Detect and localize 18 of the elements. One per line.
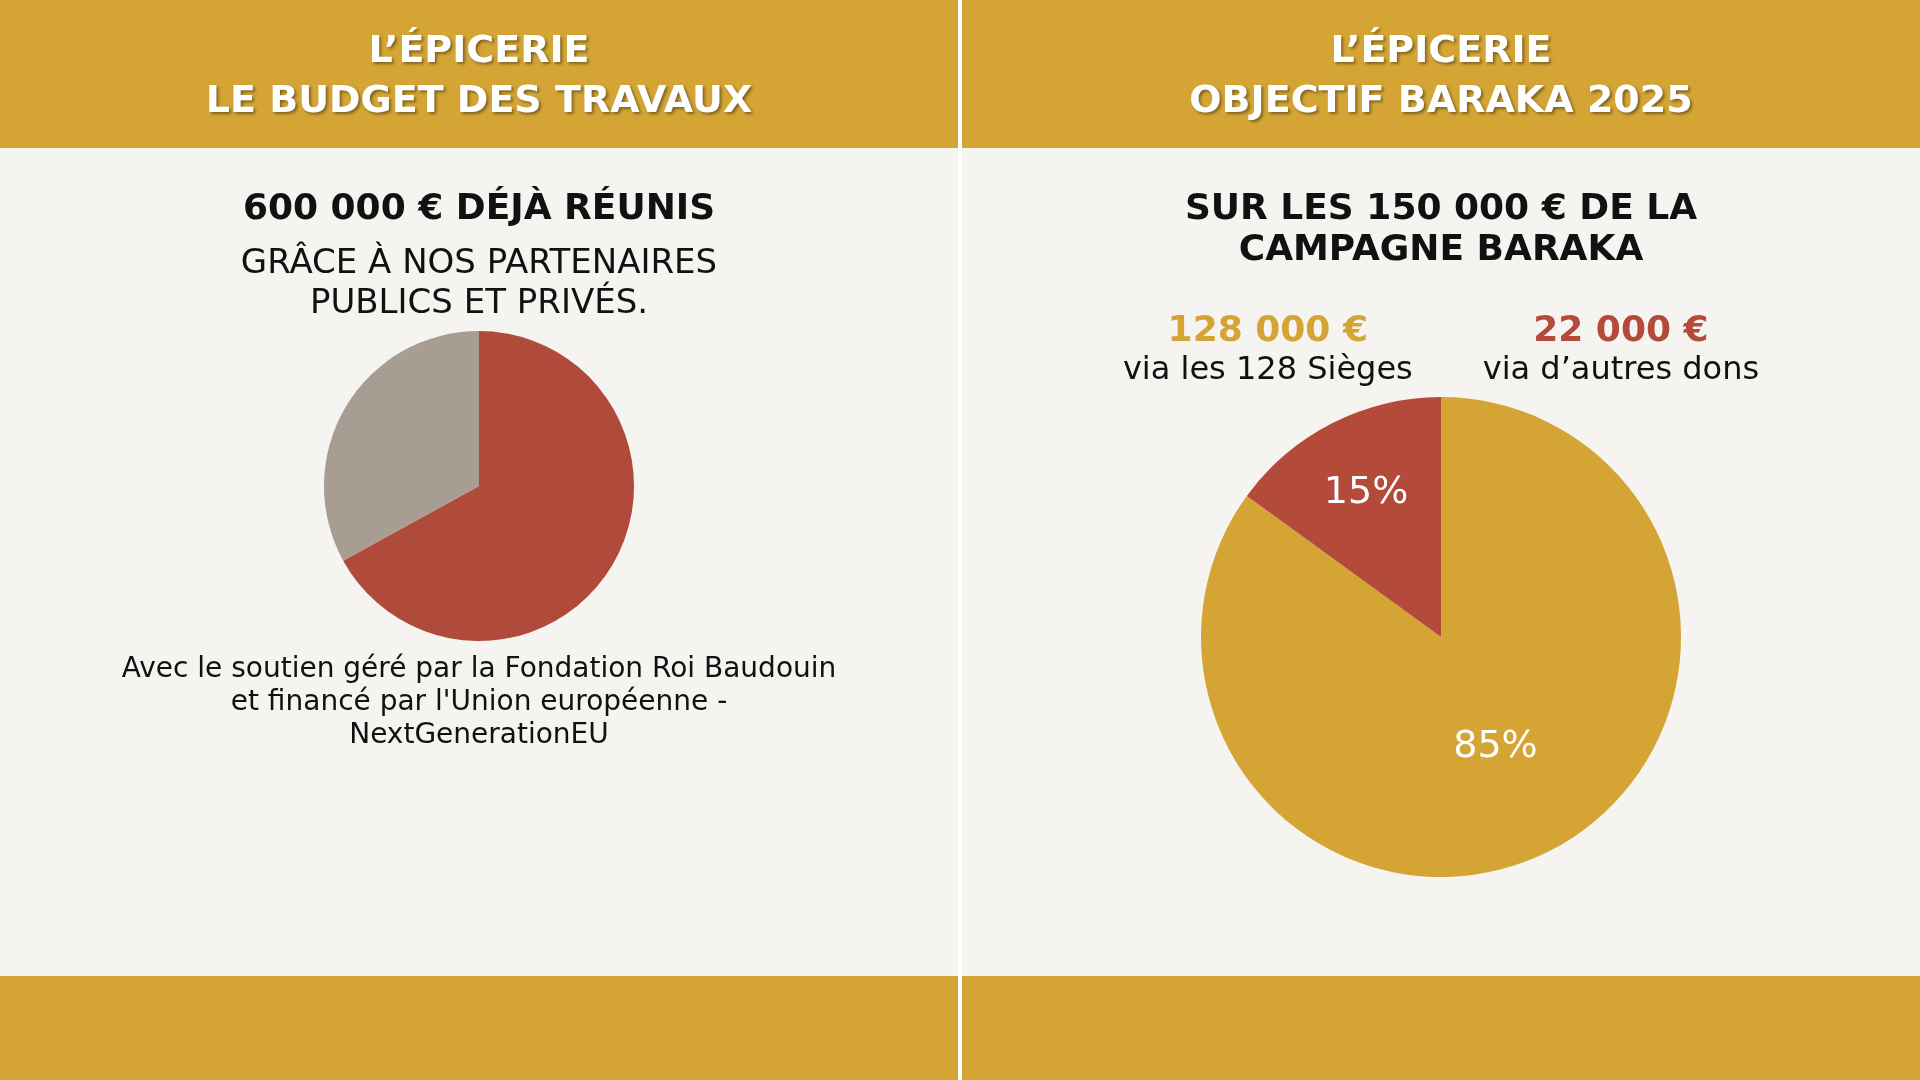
text: via les 128 Sièges	[1122, 349, 1413, 387]
text: 600 000 € DÉJÀ RÉUNIS	[241, 186, 717, 227]
chart-subtitle: LE BUDGET DES TRAVAUX	[204, 77, 754, 121]
text: Avec le soutien géré par la Fondation Roi Baudouin et financé par l'Union européenne - NextGenerationEU	[120, 651, 838, 750]
data-label: 15%	[1323, 467, 1409, 512]
data-label: 85%	[1453, 721, 1538, 766]
text: SUR LES 150 000 € DE LA CAMPAGNE BARAKA	[1183, 186, 1699, 268]
pie-slice	[1201, 397, 1681, 877]
pie-slice	[324, 331, 479, 561]
pie-slice	[343, 331, 634, 641]
pie-slice	[1246, 397, 1441, 637]
chart-subtitle: OBJECTIF BARAKA 2025	[1188, 77, 1694, 121]
chart-title: L’ÉPICERIE	[367, 27, 591, 71]
text: via d’autres dons	[1482, 349, 1760, 387]
text: 128 000 €	[1166, 308, 1369, 349]
chart-title: L’ÉPICERIE	[1329, 27, 1553, 71]
text: GRÂCE À NOS PARTENAIRES PUBLICS ET PRIVÉS.	[239, 241, 719, 321]
text: 22 000 €	[1532, 308, 1710, 349]
